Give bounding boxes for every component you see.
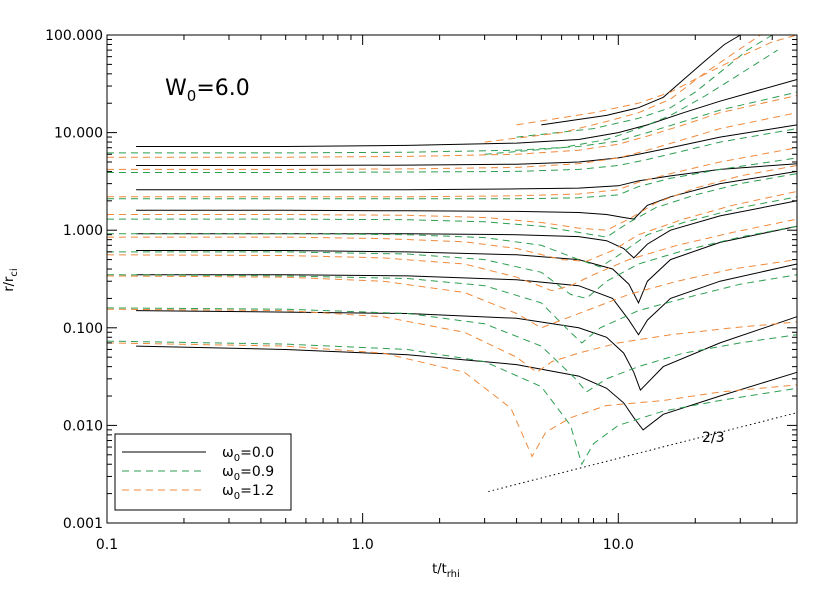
series-line-w0.9-14 [107,196,798,268]
slope-line [488,412,798,493]
x-axis-label: t/trhi [432,562,460,580]
legend-label: ω0=0.9 [222,464,274,483]
legend-item-w12: ω0=1.2 [122,483,274,502]
series-line-w0.9-10 [106,340,798,466]
y-tick-label: 0.010 [63,418,103,434]
legend-label: ω0=0.0 [222,445,274,464]
legend: ω0=0.0 ω0=0.9 ω0=1.2 [114,433,292,511]
series-line-w0.9-18 [107,91,798,154]
series-line-w1.2-31 [516,34,798,126]
plot-frame [106,34,798,524]
axis-ticks [106,34,798,524]
axis-tick-labels: 0.1 1.0 10.0 0.001 0.010 0.100 1.000 10.000 100.… [45,28,634,553]
y-tick-label: 0.100 [63,321,103,337]
legend-item-w00: ω0=0.0 [122,445,274,464]
series-line-w1.2-22 [106,308,798,373]
x-tick-label: 0.1 [96,537,118,553]
series-line-w1.2-30 [484,34,761,143]
y-tick-label: 0.001 [63,516,103,532]
series-line-w1.2-24 [106,218,798,292]
legend-item-w09: ω0=0.9 [122,464,274,483]
series-line-w0.0-5 [136,170,798,220]
series-line-w1.2-25 [107,190,798,262]
series-line-w1.2-23 [106,259,798,329]
legend-label: ω0=1.2 [222,483,274,502]
series-line-w1.2-26 [107,165,798,231]
series-line-w0.9-19 [516,34,773,138]
series-line-w0.9-11 [106,307,798,393]
series-line-w0.0-4 [136,200,798,259]
series-line-w0.0-7 [136,124,798,166]
series-line-w1.2-27 [107,147,798,198]
y-axis-label: r/rci [2,268,20,291]
series-line-w0.9-13 [107,225,798,299]
series-line-w0.0-2 [136,263,798,336]
series-line-w0.9-16 [107,157,798,200]
series-layer [106,34,798,466]
x-tick-label: 1.0 [352,537,374,553]
model-annotation: W0=6.0 [165,76,250,105]
legend-box [114,433,292,511]
series-line-w0.0-6 [136,163,798,191]
y-tick-label: 100.000 [45,28,103,44]
slope-label: 2/3 [702,430,725,446]
x-tick-label: 10.0 [603,537,634,553]
series-line-w1.2-29 [107,95,798,158]
series-line-w0.9-20 [484,49,778,155]
slope-guide [488,412,798,493]
y-tick-label: 1.000 [63,223,103,239]
series-line-w0.0-8 [136,79,798,147]
series-line-w1.2-21 [106,342,798,458]
series-line-w0.9-15 [107,173,798,238]
series-line-w0.0-3 [136,225,798,305]
series-line-w0.9-12 [106,274,798,344]
series-line-w0.0-1 [136,310,798,392]
y-tick-label: 10.000 [54,126,103,142]
series-line-w0.0-9 [541,34,741,126]
